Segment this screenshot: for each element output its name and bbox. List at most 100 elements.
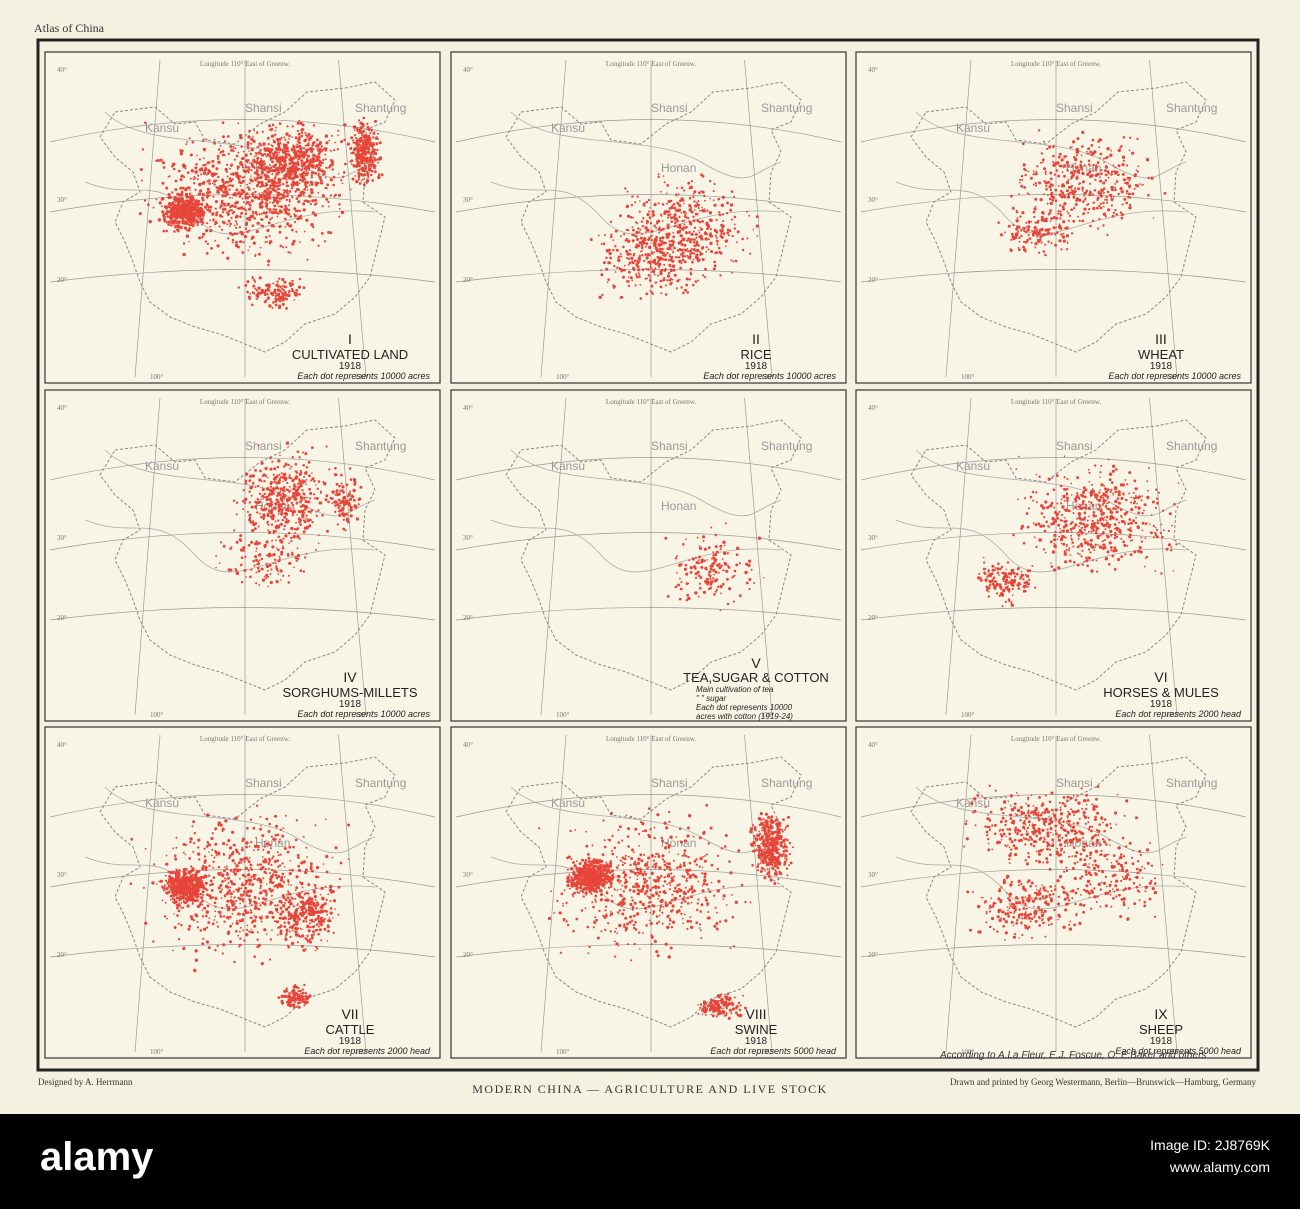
- dot: [309, 492, 313, 495]
- dot: [198, 182, 202, 187]
- dot: [283, 528, 286, 531]
- dot: [240, 556, 244, 560]
- dot: [682, 543, 685, 546]
- dot: [286, 192, 289, 195]
- dot: [324, 158, 327, 161]
- dot: [275, 565, 278, 568]
- dot: [712, 190, 715, 193]
- dot: [697, 207, 700, 209]
- dot: [1046, 232, 1050, 236]
- dot: [292, 493, 295, 495]
- dot: [279, 539, 283, 543]
- dot: [1107, 458, 1110, 461]
- dot: [272, 165, 276, 168]
- dot: [269, 201, 272, 204]
- dot: [598, 234, 600, 237]
- dot: [263, 165, 266, 167]
- dot: [172, 167, 176, 171]
- dot: [1050, 562, 1052, 564]
- dot: [253, 171, 257, 175]
- dot: [290, 501, 294, 504]
- dot: [265, 192, 268, 196]
- dot: [229, 222, 232, 226]
- panel-note: Each dot represents 10000 acres: [1108, 371, 1241, 381]
- dot: [264, 175, 267, 178]
- dot: [252, 284, 256, 288]
- dot: [693, 190, 697, 194]
- dot: [369, 167, 372, 170]
- dot: [715, 239, 719, 243]
- dot: [181, 186, 185, 190]
- dot: [276, 160, 279, 163]
- dot: [293, 207, 297, 211]
- dot: [712, 267, 716, 271]
- dot: [227, 237, 230, 240]
- dot: [282, 158, 284, 160]
- dot: [1128, 203, 1132, 207]
- dot: [298, 215, 302, 219]
- dot: [297, 482, 300, 485]
- dot: [1132, 501, 1136, 505]
- dot: [320, 179, 323, 183]
- dot: [734, 259, 738, 263]
- meridian: [338, 59, 367, 378]
- dot: [714, 590, 717, 593]
- dot: [195, 163, 198, 166]
- dot: [707, 248, 710, 251]
- dot: [258, 192, 261, 195]
- dot: [273, 476, 277, 480]
- dot: [1112, 170, 1115, 173]
- dot: [364, 140, 366, 143]
- dot: [1061, 534, 1064, 538]
- dot: [139, 168, 143, 171]
- dot: [337, 498, 341, 502]
- dot: [269, 187, 271, 190]
- dot: [1087, 159, 1091, 163]
- dot: [275, 158, 278, 161]
- dot: [267, 285, 271, 289]
- dot: [239, 215, 242, 218]
- degree-label: 120°: [355, 373, 369, 381]
- dot: [368, 157, 371, 160]
- dot: [277, 513, 280, 515]
- dot: [274, 562, 277, 565]
- dot: [240, 157, 244, 160]
- dot: [277, 535, 280, 539]
- dot: [294, 462, 298, 466]
- dot: [224, 181, 228, 184]
- dot: [686, 248, 689, 250]
- dot: [367, 172, 370, 174]
- dot: [1077, 517, 1080, 519]
- dot: [1137, 511, 1140, 514]
- dot: [1151, 500, 1155, 504]
- dot: [223, 188, 226, 191]
- dot: [1010, 238, 1013, 241]
- dot: [273, 186, 276, 189]
- dot: [1049, 188, 1052, 192]
- dot: [718, 571, 720, 574]
- dot: [274, 502, 278, 506]
- dot: [327, 200, 330, 204]
- dot: [261, 198, 263, 201]
- dot: [236, 176, 240, 180]
- dot: [377, 175, 381, 180]
- dot: [720, 235, 724, 239]
- dot: [172, 213, 175, 216]
- dot: [709, 581, 713, 584]
- dot: [693, 220, 696, 222]
- dot: [231, 172, 235, 176]
- dot: [356, 160, 359, 162]
- dot: [291, 514, 294, 517]
- dot: [724, 245, 727, 248]
- dot: [1043, 140, 1045, 143]
- dot: [1069, 191, 1072, 194]
- dot: [273, 558, 277, 561]
- dot: [288, 561, 292, 565]
- dot: [320, 490, 322, 492]
- dot: [261, 487, 264, 489]
- dot: [671, 249, 673, 251]
- dot: [240, 232, 244, 236]
- dot: [185, 220, 188, 222]
- dot: [744, 570, 748, 575]
- dot: [640, 241, 644, 245]
